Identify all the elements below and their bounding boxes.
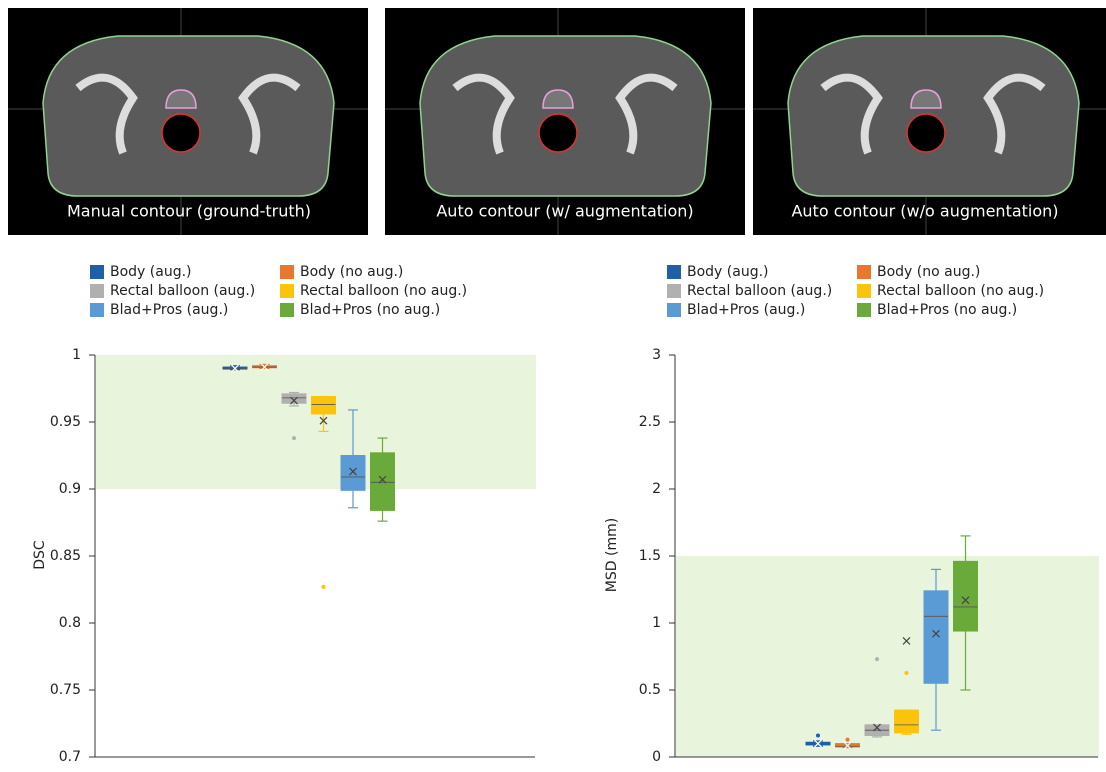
legend-swatch [90,303,104,317]
legend-swatch [667,303,681,317]
y-tick-label: 2 [652,481,661,497]
box [924,591,948,683]
legend-label: Body (no aug.) [877,264,980,280]
box [282,394,306,403]
outlier [322,585,326,589]
legend-label: Blad+Pros (no aug.) [300,302,440,318]
legend-swatch [90,265,104,279]
y-tick-label: 3 [652,347,661,363]
legend-label: Blad+Pros (aug.) [687,302,805,318]
y-axis-title: DSC [32,540,48,570]
caption: Auto contour (w/ augmentation) [436,202,693,221]
legend-label: Body (aug.) [110,264,192,280]
legend-label: Body (aug.) [687,264,769,280]
box [371,453,395,511]
box [341,456,365,491]
y-tick-label: 1.5 [639,548,661,564]
legend-swatch [280,284,294,298]
y-tick-label: 0.85 [50,548,81,564]
y-tick-label: 1 [72,347,81,363]
outlier [905,671,909,675]
y-tick-label: 0.95 [50,414,81,430]
y-axis-title: MSD (mm) [604,518,620,592]
legend-swatch [857,303,871,317]
box [312,397,336,414]
y-tick-label: 0.9 [59,481,81,497]
y-tick-label: 2.5 [639,414,661,430]
outlier [846,738,850,742]
outlier [292,436,296,440]
legend-label: Blad+Pros (aug.) [110,302,228,318]
y-tick-label: 0.7 [59,749,81,765]
box [954,561,978,631]
legend-swatch [857,265,871,279]
legend-label: Rectal balloon (aug.) [687,283,832,299]
target-band [96,355,536,489]
legend-label: Body (no aug.) [300,264,403,280]
ct-panel: Manual contour (ground-truth) [8,8,368,235]
figure: Manual contour (ground-truth) Auto conto… [0,0,1106,768]
legend-label: Rectal balloon (aug.) [110,283,255,299]
legend-label: Blad+Pros (no aug.) [877,302,1017,318]
caption: Manual contour (ground-truth) [67,202,311,221]
caption: Auto contour (w/o augmentation) [791,202,1058,221]
legend-swatch [90,284,104,298]
legend-swatch [280,265,294,279]
legend-swatch [857,284,871,298]
legend-swatch [667,265,681,279]
legend-label: Rectal balloon (no aug.) [877,283,1044,299]
outlier [875,657,879,661]
y-tick-label: 0.75 [50,682,81,698]
y-tick-label: 1 [652,615,661,631]
legend-swatch [667,284,681,298]
box [895,710,919,733]
outlier [816,734,820,738]
y-tick-label: 0.8 [59,615,81,631]
ct-panel: Auto contour (w/ augmentation) [385,8,745,235]
y-tick-label: 0.5 [639,682,661,698]
legend-swatch [280,303,294,317]
y-tick-label: 0 [652,749,661,765]
legend-label: Rectal balloon (no aug.) [300,283,467,299]
ct-panel: Auto contour (w/o augmentation) [753,8,1106,235]
